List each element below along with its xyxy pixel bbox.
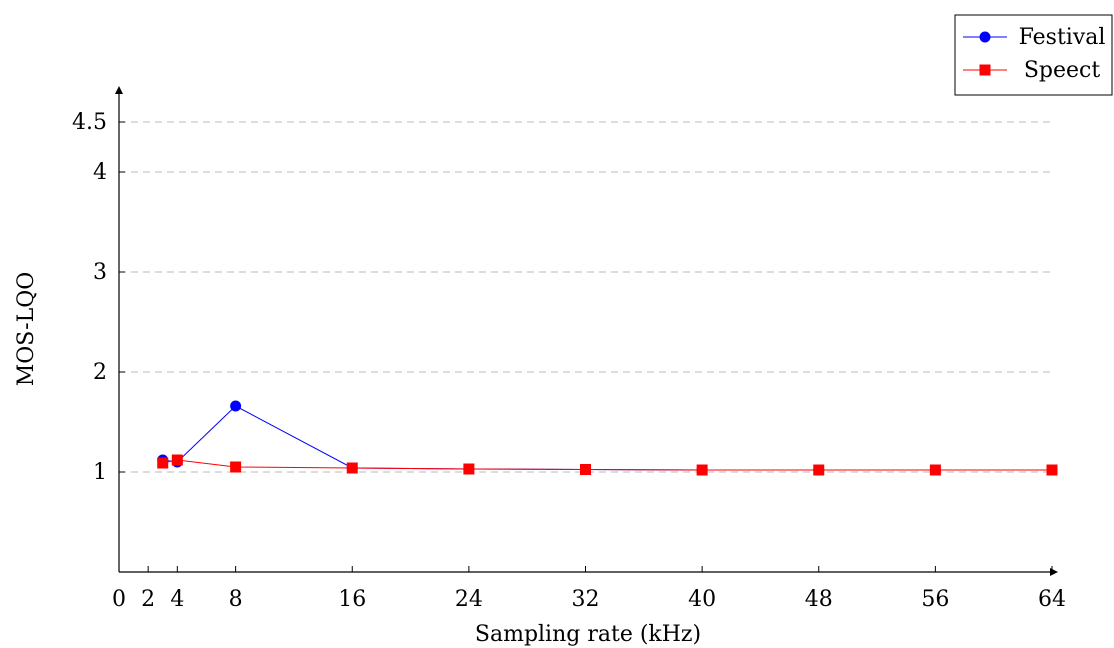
data-point-festival bbox=[230, 400, 242, 412]
data-point-speect bbox=[580, 464, 591, 475]
y-tick-label: 4.5 bbox=[72, 110, 107, 135]
axes bbox=[115, 86, 1058, 576]
x-tick-label: 24 bbox=[455, 587, 483, 612]
y-axis-arrow bbox=[115, 86, 123, 94]
data-point-speect bbox=[929, 464, 941, 476]
data-point-speect bbox=[1046, 464, 1058, 476]
legend-box bbox=[954, 14, 1113, 96]
legend-marker-speect bbox=[979, 64, 991, 76]
data-point-speect bbox=[230, 461, 242, 473]
y-axis-label: MOS-LQO bbox=[14, 272, 39, 387]
data-point-speect bbox=[157, 457, 169, 469]
x-tick-label: 4 bbox=[170, 587, 184, 612]
x-tick-label: 2 bbox=[141, 587, 155, 612]
data-point-speect bbox=[463, 463, 475, 475]
series-line-festival bbox=[162, 405, 1052, 471]
x-tick-label: 16 bbox=[338, 587, 366, 612]
legend-label-festival: Festival bbox=[1019, 25, 1106, 50]
y-tick-label: 4 bbox=[93, 160, 107, 185]
data-point-speect bbox=[696, 464, 708, 476]
x-tick-label: 64 bbox=[1038, 587, 1066, 612]
x-tick-label: 48 bbox=[805, 587, 833, 612]
y-tick-label: 2 bbox=[93, 360, 107, 385]
x-tick-label: 56 bbox=[921, 587, 949, 612]
x-tick-label: 32 bbox=[572, 587, 600, 612]
data-point-speect bbox=[813, 464, 825, 476]
legend: Festival Speect bbox=[954, 14, 1113, 96]
x-axis-arrow bbox=[1050, 568, 1058, 576]
x-tick-label: 40 bbox=[688, 587, 716, 612]
series-group bbox=[157, 400, 1058, 476]
x-ticks: 0 2 4 8 16 24 32 40 48 56 64 bbox=[112, 566, 1066, 612]
data-point-speect bbox=[171, 454, 183, 466]
data-point-speect bbox=[346, 462, 358, 474]
legend-label-speect: Speect bbox=[1024, 58, 1101, 83]
grid-lines bbox=[119, 121, 1052, 473]
x-tick-label: 8 bbox=[229, 587, 243, 612]
legend-marker-festival bbox=[979, 31, 991, 43]
series-line-speect bbox=[162, 459, 1052, 471]
y-tick-label: 3 bbox=[93, 260, 107, 285]
y-ticks: 1 2 3 4 4.5 bbox=[72, 110, 125, 485]
y-tick-label: 1 bbox=[93, 460, 107, 485]
x-axis-label: Sampling rate (kHz) bbox=[475, 622, 701, 647]
x-tick-label: 0 bbox=[112, 587, 126, 612]
